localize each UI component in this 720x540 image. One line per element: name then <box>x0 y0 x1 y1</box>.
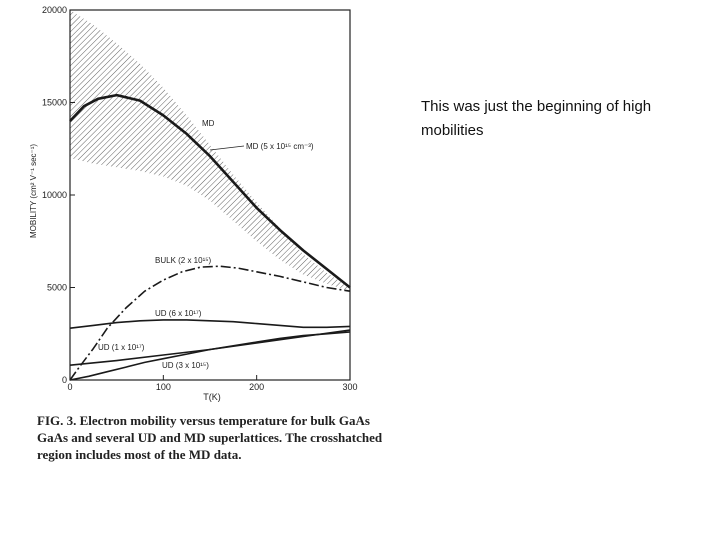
y-tick-label: 0 <box>62 375 67 385</box>
caption-line-1: FIG. 3. Electron mobility versus tempera… <box>37 413 370 428</box>
x-tick-label: 200 <box>249 382 264 392</box>
x-tick-label: 100 <box>156 382 171 392</box>
slide-note: This was just the beginning of high mobi… <box>421 95 701 143</box>
note-line-1: This was just the beginning of high <box>421 98 652 115</box>
y-axis-label: MOBILITY (cm² V⁻¹ sec⁻¹) <box>29 144 38 238</box>
curve-label-md: MD <box>202 119 215 128</box>
series-line-0 <box>69 93 351 289</box>
caption-line-2: GaAs and several UD and MD superlattices… <box>37 430 383 445</box>
series-line-1 <box>69 265 351 381</box>
series-line-4 <box>69 331 351 381</box>
x-axis-label: T(K) <box>203 392 221 402</box>
caption-line-3: region includes most of the MD data. <box>37 447 242 462</box>
curve-label-bulk: BULK (2 x 10¹⁵) <box>155 256 212 265</box>
y-tick-label: 20000 <box>42 5 67 15</box>
note-line-2: mobilities <box>421 122 484 139</box>
y-tick-label: 5000 <box>47 283 67 293</box>
curve-label-ud-1e17: UD (1 x 10¹⁷) <box>98 343 145 352</box>
x-tick-label: 0 <box>67 382 72 392</box>
x-tick-label: 300 <box>342 382 357 392</box>
curve-label-ud-6e17: UD (6 x 10¹⁷) <box>155 309 202 318</box>
figure-caption: FIG. 3. Electron mobility versus tempera… <box>37 412 457 463</box>
y-tick-label: 10000 <box>42 190 67 200</box>
curve-label-md-band: MD (5 x 10¹⁵ cm⁻³) <box>246 142 314 151</box>
curve-label-ud-3e15: UD (3 x 10¹⁵) <box>162 361 209 370</box>
y-tick-label: 15000 <box>42 98 67 108</box>
series-line-2 <box>69 319 351 329</box>
md-band-leader <box>209 145 245 151</box>
md-crosshatch-band <box>70 10 350 292</box>
